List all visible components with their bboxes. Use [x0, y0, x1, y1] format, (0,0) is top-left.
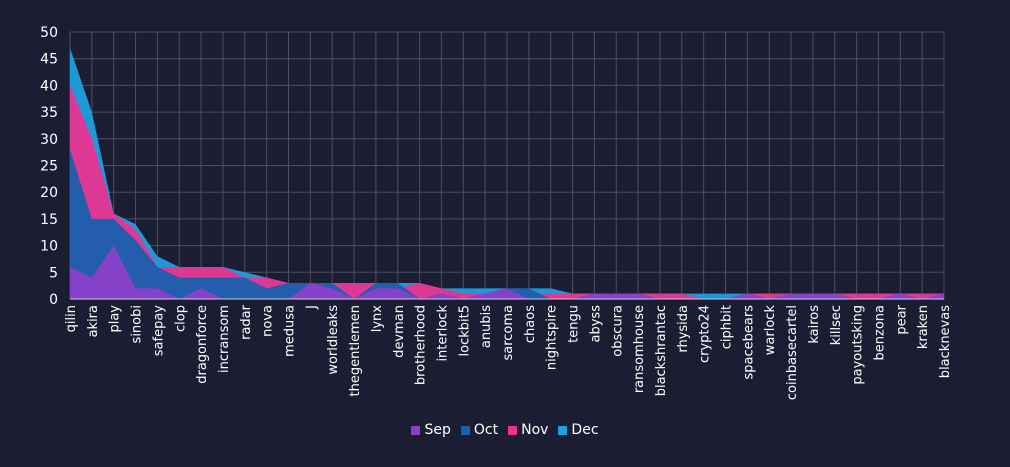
x-tick-label: kraken — [916, 305, 931, 349]
x-tick-label: incransom — [217, 305, 232, 373]
x-tick-label: warlock — [763, 305, 778, 356]
legend-item-dec[interactable]: Dec — [558, 422, 599, 438]
x-tick-label: blackshrantac — [654, 305, 669, 396]
chart-legend: Sep Oct Nov Dec — [0, 422, 1010, 438]
x-tick-label: coinbasecartel — [785, 305, 800, 400]
y-tick-label: 35 — [40, 105, 58, 121]
y-tick-label: 20 — [40, 185, 58, 201]
legend-label: Oct — [473, 422, 499, 438]
legend-label: Nov — [521, 422, 549, 438]
x-tick-label: lockbit5 — [457, 305, 472, 356]
x-tick-label: blacknevas — [938, 305, 953, 378]
y-tick-label: 15 — [40, 212, 58, 228]
x-tick-label: rhysida — [676, 305, 691, 353]
x-tick-label: dragonforce — [195, 305, 210, 384]
x-tick-label: sarcoma — [501, 305, 516, 361]
x-tick-label: chaos — [523, 305, 538, 343]
y-tick-label: 50 — [40, 25, 58, 41]
legend-item-oct[interactable]: Oct — [460, 422, 499, 438]
area-sep — [70, 245, 944, 299]
legend-label: Dec — [571, 422, 599, 438]
series-areas — [70, 48, 944, 300]
x-tick-labels: qilin akira play sinobi safepay clop dragonfor… — [64, 304, 953, 400]
x-tick-label: payoutsking — [851, 305, 866, 385]
x-tick-label: clop — [173, 305, 188, 332]
x-tick-label: sinobi — [130, 305, 145, 343]
y-tick-label: 45 — [40, 52, 58, 68]
area-oct — [70, 149, 944, 299]
y-tick-label: 25 — [40, 159, 58, 175]
x-tick-label: ransomhouse — [632, 305, 647, 393]
y-tick-labels: 0 5 10 15 20 25 30 35 40 45 50 — [40, 25, 58, 308]
y-tick-label: 10 — [40, 239, 58, 255]
x-tick-label: play — [108, 305, 123, 333]
x-tick-label: akira — [86, 305, 101, 337]
x-tick-label: worldleaks — [326, 305, 341, 375]
area-chart: 0 5 10 15 20 25 30 35 40 45 50 qilin akira play sinob… — [40, 25, 953, 400]
x-tick-label: brotherhood — [414, 305, 429, 385]
x-tick-label: killsec — [829, 305, 844, 345]
x-tick-label: spacebears — [741, 305, 756, 380]
x-tick-label: interlock — [435, 305, 450, 362]
x-tick-label: kairos — [807, 305, 822, 344]
legend-item-nov[interactable]: Nov — [508, 422, 548, 438]
legend-swatch — [411, 425, 421, 435]
x-tick-label: benzona — [872, 305, 887, 360]
legend-swatch — [460, 425, 470, 435]
x-tick-label: obscura — [610, 305, 625, 357]
x-tick-label: radar — [239, 304, 254, 340]
x-tick-label: tengu — [567, 305, 582, 343]
legend-swatch — [508, 425, 518, 435]
x-tick-label: devman — [392, 305, 407, 358]
grid-lines — [69, 31, 945, 300]
x-tick-label: crypto24 — [698, 305, 713, 363]
legend-label: Sep — [424, 422, 451, 438]
legend-swatch — [558, 425, 568, 435]
x-tick-label: nightspire — [545, 305, 560, 370]
legend-item-sep[interactable]: Sep — [411, 422, 451, 438]
y-tick-label: 5 — [49, 265, 58, 281]
x-tick-label: anubis — [479, 305, 494, 348]
y-tick-label: 40 — [40, 78, 58, 94]
x-tick-label: medusa — [283, 305, 298, 357]
x-tick-label: abyss — [588, 305, 603, 343]
x-tick-label: pear — [894, 304, 909, 334]
x-tick-label: safepay — [151, 305, 166, 357]
y-tick-label: 30 — [40, 132, 58, 148]
x-tick-label: J — [304, 305, 319, 310]
x-tick-label: qilin — [64, 305, 79, 332]
x-tick-label: ciphbit — [720, 305, 735, 349]
x-tick-label: lynx — [370, 305, 385, 333]
x-tick-label: nova — [261, 305, 276, 337]
y-tick-label: 0 — [49, 292, 58, 308]
x-tick-label: thegentlemen — [348, 305, 363, 396]
